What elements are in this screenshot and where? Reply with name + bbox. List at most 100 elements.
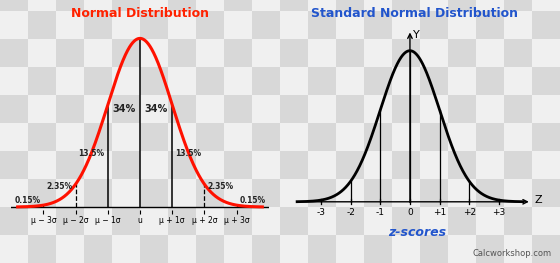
Text: Z: Z: [535, 195, 542, 205]
Bar: [140, 39, 168, 67]
Bar: [168, 207, 196, 235]
Bar: [504, 235, 532, 263]
Bar: [420, 11, 448, 39]
Bar: [532, 123, 560, 151]
Bar: [252, 235, 280, 263]
Bar: [308, 67, 336, 95]
Bar: [504, 123, 532, 151]
Bar: [196, 67, 224, 95]
Bar: [448, 0, 476, 11]
Text: 2.35%: 2.35%: [46, 182, 73, 191]
Bar: [392, 95, 420, 123]
Bar: [448, 39, 476, 67]
Bar: [112, 95, 140, 123]
Bar: [84, 67, 112, 95]
Bar: [420, 0, 448, 11]
Bar: [476, 11, 504, 39]
Bar: [280, 123, 308, 151]
Bar: [0, 95, 28, 123]
Text: -3: -3: [316, 208, 325, 217]
Bar: [392, 39, 420, 67]
Bar: [336, 39, 364, 67]
Bar: [84, 123, 112, 151]
Bar: [196, 235, 224, 263]
Bar: [28, 235, 56, 263]
Bar: [112, 11, 140, 39]
Bar: [280, 11, 308, 39]
Text: 0.15%: 0.15%: [14, 196, 40, 205]
Bar: [84, 179, 112, 207]
Bar: [336, 207, 364, 235]
Bar: [112, 0, 140, 11]
Bar: [196, 0, 224, 11]
Text: Calcworkshop.com: Calcworkshop.com: [473, 249, 552, 258]
Bar: [252, 207, 280, 235]
Bar: [56, 207, 84, 235]
Text: 13.5%: 13.5%: [175, 149, 202, 158]
Bar: [392, 11, 420, 39]
Bar: [224, 0, 252, 11]
Bar: [28, 0, 56, 11]
Bar: [28, 39, 56, 67]
Bar: [504, 67, 532, 95]
Bar: [224, 179, 252, 207]
Bar: [0, 11, 28, 39]
Bar: [448, 123, 476, 151]
Bar: [112, 123, 140, 151]
Bar: [56, 11, 84, 39]
Bar: [168, 235, 196, 263]
Bar: [420, 39, 448, 67]
Text: +1: +1: [433, 208, 446, 217]
Bar: [0, 179, 28, 207]
Bar: [476, 123, 504, 151]
Bar: [224, 11, 252, 39]
Title: Standard Normal Distribution: Standard Normal Distribution: [311, 7, 518, 20]
Bar: [448, 207, 476, 235]
Bar: [364, 39, 392, 67]
Bar: [448, 179, 476, 207]
Bar: [224, 39, 252, 67]
Bar: [308, 207, 336, 235]
Bar: [364, 11, 392, 39]
Bar: [336, 123, 364, 151]
Bar: [336, 67, 364, 95]
Bar: [84, 11, 112, 39]
Bar: [252, 67, 280, 95]
Bar: [364, 235, 392, 263]
Title: Normal Distribution: Normal Distribution: [71, 7, 209, 20]
Bar: [420, 151, 448, 179]
Bar: [476, 39, 504, 67]
Bar: [56, 67, 84, 95]
Bar: [280, 39, 308, 67]
Bar: [308, 95, 336, 123]
Bar: [392, 151, 420, 179]
Bar: [476, 179, 504, 207]
Bar: [196, 123, 224, 151]
Bar: [392, 123, 420, 151]
Bar: [196, 207, 224, 235]
Bar: [84, 151, 112, 179]
Bar: [0, 123, 28, 151]
Bar: [476, 207, 504, 235]
Bar: [476, 67, 504, 95]
Bar: [168, 39, 196, 67]
Bar: [168, 179, 196, 207]
Bar: [140, 151, 168, 179]
Bar: [84, 0, 112, 11]
Bar: [84, 207, 112, 235]
Bar: [504, 0, 532, 11]
Bar: [112, 179, 140, 207]
Bar: [504, 179, 532, 207]
Bar: [308, 39, 336, 67]
Bar: [56, 95, 84, 123]
Bar: [392, 0, 420, 11]
Bar: [308, 0, 336, 11]
Bar: [168, 151, 196, 179]
Bar: [364, 95, 392, 123]
Bar: [504, 11, 532, 39]
Bar: [56, 0, 84, 11]
Bar: [420, 207, 448, 235]
Bar: [280, 0, 308, 11]
Bar: [0, 39, 28, 67]
Bar: [196, 179, 224, 207]
